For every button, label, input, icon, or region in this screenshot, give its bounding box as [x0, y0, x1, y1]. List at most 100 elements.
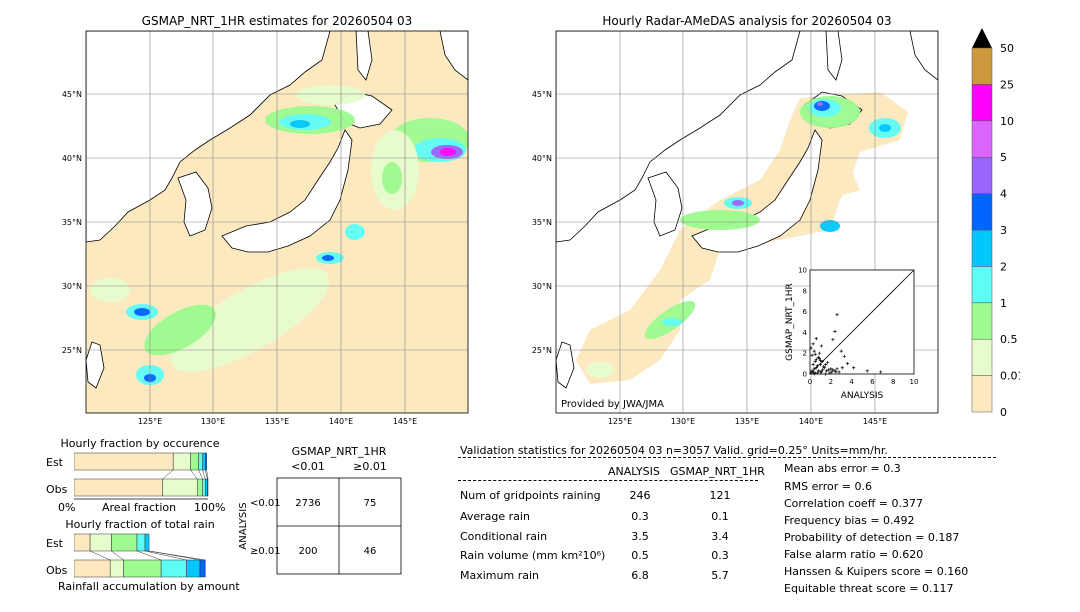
stat-analysis: 246 — [629, 489, 651, 502]
scatter-ytick: 6 — [803, 308, 808, 316]
stat-analysis: 0.5 — [631, 549, 649, 562]
score: False alarm ratio = 0.620 — [784, 548, 924, 561]
scatter-point — [833, 329, 837, 333]
scatter-point — [814, 337, 818, 341]
left-land-sakhalin — [355, 31, 373, 81]
scatter-xtick: 6 — [870, 378, 875, 386]
scatter-point — [819, 344, 824, 348]
lat-label: 35°N — [62, 218, 82, 227]
scatter-point — [811, 363, 815, 367]
bar-segment — [144, 533, 150, 552]
right-land-asia — [556, 31, 801, 243]
validation-header: Validation statistics for 20260504 03 n=… — [460, 444, 888, 457]
colorbar-label: 5 — [1000, 151, 1007, 164]
bar-link — [89, 550, 111, 561]
colorbar-box — [971, 229, 993, 267]
scatter-point — [842, 354, 846, 358]
lat-label: 35°N — [532, 218, 552, 227]
validation-col-divider — [458, 480, 758, 481]
contingency-row-0: <0.01 — [250, 498, 281, 509]
stat-analysis: 6.8 — [631, 569, 649, 582]
bar-link — [136, 550, 162, 561]
right-land-kamchatka — [909, 31, 938, 81]
scatter-point — [829, 367, 833, 371]
score: RMS error = 0.6 — [784, 480, 872, 493]
scatter-point — [816, 355, 820, 359]
credit-text: Provided by JWA/JMA — [561, 399, 664, 410]
bar-segment — [172, 452, 191, 471]
total-rain-title: Hourly fraction of total rain — [65, 518, 215, 531]
scatter-point — [837, 370, 841, 374]
scatter-ytick: 2 — [803, 350, 807, 358]
lat-label: 30°N — [62, 282, 82, 291]
scatter-point — [812, 349, 816, 353]
stat-analysis: 0.3 — [631, 510, 649, 523]
total-rain-row-obs: Obs — [46, 564, 68, 577]
colorbar-box — [971, 84, 993, 122]
left-land-asia — [86, 31, 331, 243]
scatter-point — [879, 370, 883, 374]
lat-label: 25°N — [532, 346, 552, 355]
colorbar-label: 4 — [1000, 188, 1007, 201]
scatter-point — [827, 368, 831, 372]
lon-label: 125°E — [608, 417, 632, 426]
bar-link — [111, 550, 124, 561]
scatter-point — [817, 351, 821, 355]
colorbar-label: 25 — [1000, 78, 1014, 91]
bar-segment — [207, 478, 209, 497]
score: Hanssen & Kuipers score = 0.160 — [784, 565, 969, 578]
colorbar-box — [971, 193, 993, 231]
scatter-diagonal — [809, 269, 915, 375]
right-land-sakhalin — [825, 31, 843, 81]
right-map-title: Hourly Radar-AMeDAS analysis for 2026050… — [602, 14, 892, 28]
scatter-point — [809, 371, 813, 375]
stat-gsmap: 5.7 — [711, 569, 729, 582]
occurrence-axis-left: 0% — [58, 501, 76, 514]
lon-label: 140°E — [329, 417, 353, 426]
scatter-point — [835, 313, 839, 317]
scatter-yticks: 0 2 4 6 8 10 — [798, 267, 807, 379]
score: Correlation coeff = 0.377 — [784, 497, 923, 510]
bar-segment — [198, 452, 203, 471]
lon-label: 135°E — [265, 417, 289, 426]
scatter-point — [828, 371, 832, 375]
colorbar-box — [971, 156, 993, 194]
scatter-point — [810, 353, 814, 357]
right-land-honshu — [691, 129, 823, 253]
lon-label: 135°E — [735, 417, 759, 426]
colorbar-box — [971, 47, 993, 85]
scatter-ylabel: GSMAP_NRT_1HR — [785, 283, 795, 361]
scatter-point — [833, 369, 837, 373]
contingency-col-0: <0.01 — [291, 460, 325, 473]
contingency-title: GSMAP_NRT_1HR — [291, 445, 387, 458]
scatter-point — [820, 368, 825, 372]
scatter-point — [816, 369, 820, 373]
scatter-point — [830, 370, 834, 374]
lat-label: 40°N — [62, 154, 82, 163]
stat-gsmap: 0.3 — [711, 549, 729, 562]
scatter-point — [831, 368, 835, 372]
scatter-xtick: 10 — [910, 378, 919, 386]
scatter-point — [815, 371, 819, 375]
colorbar-label: 2 — [1000, 260, 1007, 273]
stat-label: Num of gridpoints raining — [460, 489, 601, 502]
bar-segment — [74, 559, 111, 578]
scatter-point — [852, 366, 856, 370]
colorbar-box — [971, 338, 993, 376]
total-rain-footer: Rainfall accumulation by amount — [58, 580, 240, 593]
colorbar-extend-triangle — [972, 28, 992, 48]
score: Equitable threat score = 0.117 — [784, 582, 954, 595]
bar-segment — [160, 559, 187, 578]
left-map-title: GSMAP_NRT_1HR estimates for 20260504 03 — [141, 14, 413, 28]
right-land-taiwan — [556, 341, 575, 389]
bar-link — [205, 469, 208, 480]
contingency-cell: 200 — [298, 546, 317, 557]
scatter-point — [845, 362, 850, 366]
scatter-point — [809, 346, 813, 350]
scatter-point — [824, 372, 828, 376]
bar-segment — [74, 478, 163, 497]
scatter-point — [818, 363, 822, 367]
scatter-xlabel: ANALYSIS — [841, 391, 884, 401]
right-land-korea — [647, 171, 683, 237]
lat-label: 40°N — [532, 154, 552, 163]
